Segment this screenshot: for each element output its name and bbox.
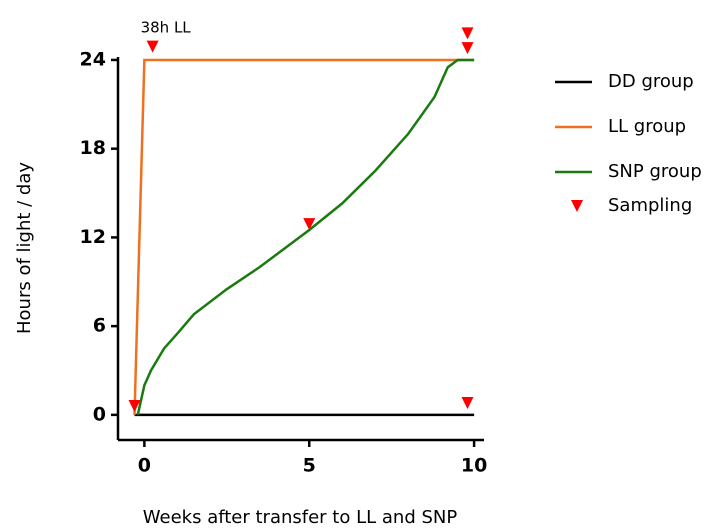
y-tick-label: 6 — [93, 315, 106, 337]
y-axis-label: Hours of light / day — [14, 162, 35, 334]
series-line — [133, 58, 475, 415]
legend-label: DD group — [608, 71, 694, 92]
y-tick-label: 18 — [80, 137, 106, 159]
legend-marker — [571, 200, 583, 212]
x-tick-label: 10 — [461, 455, 487, 477]
sampling-marker — [461, 397, 474, 410]
sampling-marker — [461, 42, 474, 55]
y-tick-label: 0 — [93, 403, 106, 425]
x-axis-label: Weeks after transfer to LL and SNP — [143, 507, 458, 528]
legend-label: Sampling — [608, 195, 692, 216]
annotation: 38h LL — [141, 19, 192, 37]
sampling-marker — [303, 218, 316, 231]
series-line — [136, 58, 475, 416]
legend-label: SNP group — [608, 161, 702, 182]
legend-label: LL group — [608, 116, 686, 137]
sampling-marker — [461, 27, 474, 40]
x-tick-label: 5 — [303, 455, 316, 477]
x-tick-label: 0 — [138, 455, 151, 477]
sampling-marker — [146, 40, 159, 53]
y-tick-label: 24 — [80, 48, 106, 70]
sampling-marker — [128, 399, 141, 412]
y-tick-label: 12 — [80, 226, 106, 248]
